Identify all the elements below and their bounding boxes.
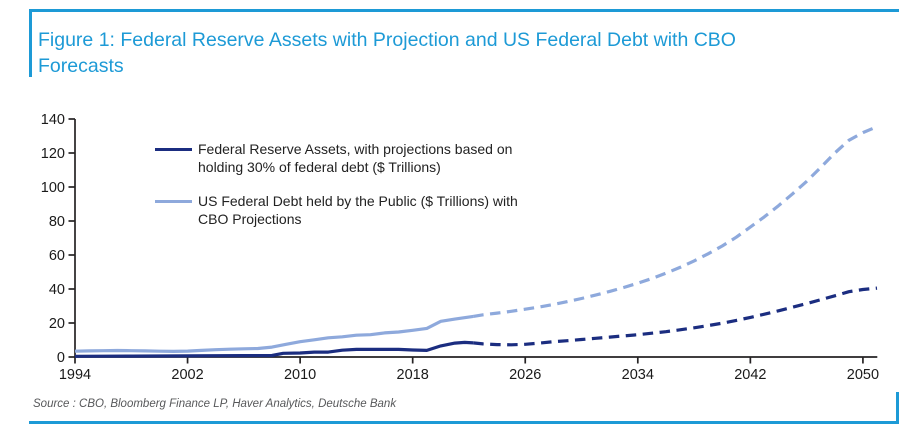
federal-debt-line-swatch xyxy=(155,200,192,204)
x-tick-label: 2002 xyxy=(171,367,203,383)
x-tick-label: 2034 xyxy=(622,367,654,383)
series-0-solid-line xyxy=(74,314,474,353)
x-tick-label: 2018 xyxy=(397,367,429,383)
y-tick-label: 60 xyxy=(49,248,65,264)
x-tick-label: 2042 xyxy=(734,367,766,383)
y-tick-label: 80 xyxy=(49,214,65,230)
chart-legend: Federal Reserve Assets, with projections… xyxy=(155,141,578,228)
x-tick-label: 2010 xyxy=(284,367,316,383)
y-tick-label: 120 xyxy=(41,146,65,162)
x-tick-label: 2050 xyxy=(847,367,879,383)
y-tick-label: 40 xyxy=(49,282,65,298)
series-1-dashed-line xyxy=(473,286,878,347)
series-0-dashed-line xyxy=(472,125,878,318)
y-tick-label: 0 xyxy=(57,350,65,366)
x-tick-label: 2026 xyxy=(509,367,541,383)
legend-label-federal-debt: US Federal Debt held by the Public ($ Tr… xyxy=(198,193,578,228)
header-left-rule xyxy=(29,9,32,77)
legend-label-line: holding 30% of federal debt ($ Trillions… xyxy=(198,158,441,175)
header-top-rule xyxy=(29,9,899,12)
legend-item-federal-debt: US Federal Debt held by the Public ($ Tr… xyxy=(155,193,578,228)
legend-label-line: Federal Reserve Assets, with projections… xyxy=(198,141,513,157)
footer-right-stub xyxy=(896,392,899,421)
y-tick-label: 100 xyxy=(41,180,65,196)
source-note: Source : CBO, Bloomberg Finance LP, Have… xyxy=(33,398,397,410)
y-tick-label: 20 xyxy=(49,316,65,332)
figure-title: Figure 1: Federal Reserve Assets with Pr… xyxy=(38,27,898,79)
x-tick-label: 1994 xyxy=(59,367,91,383)
series-1-solid-line xyxy=(74,340,474,358)
legend-label-line: US Federal Debt held by the Public ($ Tr… xyxy=(198,193,518,209)
fed-assets-line-swatch xyxy=(155,148,192,152)
legend-label-line: CBO Projections xyxy=(198,210,302,227)
legend-label-fed-assets: Federal Reserve Assets, with projections… xyxy=(198,141,578,176)
figure-title-line1: Figure 1: Federal Reserve Assets with Pr… xyxy=(38,29,736,51)
legend-item-fed-assets: Federal Reserve Assets, with projections… xyxy=(155,141,578,176)
footer-bottom-rule xyxy=(29,421,899,424)
figure-title-line2: Forecasts xyxy=(38,55,124,77)
y-tick-label: 140 xyxy=(41,112,65,128)
